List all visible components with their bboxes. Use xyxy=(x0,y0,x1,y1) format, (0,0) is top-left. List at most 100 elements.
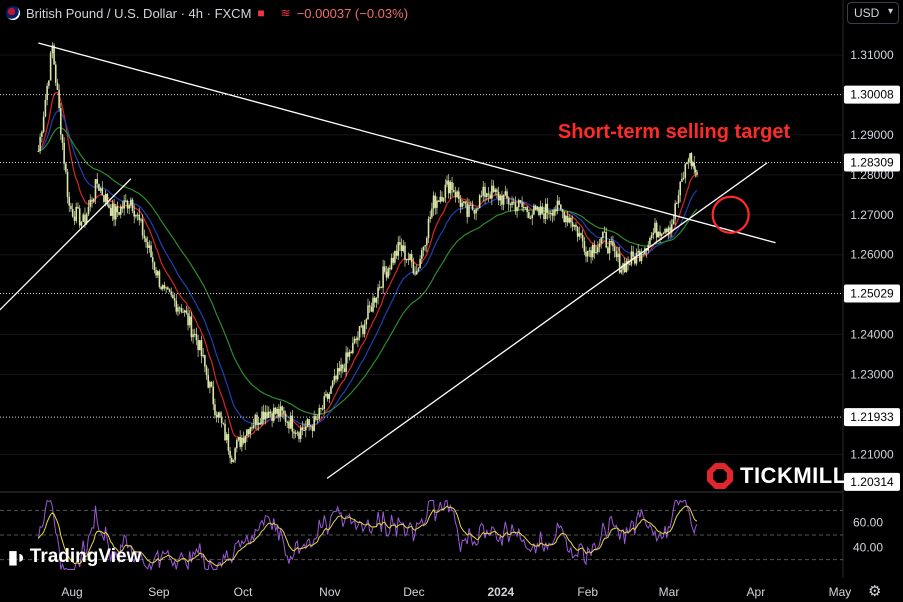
candle-body xyxy=(442,197,445,202)
candle-body xyxy=(343,368,346,372)
y-tick-label: 1.21000 xyxy=(850,447,894,461)
candle-body xyxy=(632,251,634,257)
candle-body xyxy=(362,325,364,334)
candle-body xyxy=(367,305,369,320)
candle-body xyxy=(399,242,401,245)
candle-body xyxy=(452,189,455,192)
candle-body xyxy=(251,427,253,429)
candle-body xyxy=(496,189,498,192)
price-tag-box xyxy=(844,408,900,427)
candle-body xyxy=(514,202,517,212)
candle-body xyxy=(377,287,379,298)
candle-body xyxy=(59,108,62,135)
candle-body xyxy=(121,206,124,209)
candle-body xyxy=(392,257,395,263)
symbol-title[interactable]: British Pound / U.S. Dollar · 4h · FXCM xyxy=(26,5,252,21)
settings-gear-icon[interactable]: ⚙ xyxy=(868,583,882,600)
candle-body xyxy=(160,286,162,290)
candle-body xyxy=(195,333,198,341)
tradingview-wordmark: TradingView xyxy=(29,546,142,567)
candle-body xyxy=(672,219,675,225)
candle-body xyxy=(148,245,151,248)
candle-body xyxy=(464,201,467,204)
annotation-label: Short-term selling target xyxy=(558,121,791,143)
candle-body xyxy=(177,307,179,312)
candle-body xyxy=(267,411,270,418)
candle-body xyxy=(380,286,383,288)
y-tick-label: 1.27000 xyxy=(850,208,894,222)
currency-selector[interactable]: USD xyxy=(847,2,899,24)
candle-body xyxy=(451,182,453,190)
candle-body xyxy=(554,209,557,211)
candle-body xyxy=(429,217,431,219)
candle-body xyxy=(541,206,544,214)
candle-body xyxy=(598,243,601,248)
candle-body xyxy=(617,253,619,258)
x-tick-label: Mar xyxy=(659,585,680,599)
candle-body xyxy=(692,162,694,166)
candle-body xyxy=(42,116,45,132)
candle-body xyxy=(576,227,579,237)
candle-body xyxy=(471,204,474,210)
y-tick-label: 1.23000 xyxy=(850,368,894,382)
candle-body xyxy=(141,219,144,236)
candle-body xyxy=(310,425,312,427)
candle-body xyxy=(426,237,428,246)
candle-body xyxy=(531,214,534,219)
candle-body xyxy=(108,204,110,208)
x-tick-label: 2024 xyxy=(487,585,514,599)
candle-body xyxy=(575,224,577,228)
candle-body xyxy=(382,266,384,288)
candle-body xyxy=(538,207,540,215)
candle-body xyxy=(299,427,302,439)
candle-body xyxy=(591,244,594,258)
candle-body xyxy=(66,171,69,197)
candle-body xyxy=(424,245,426,247)
candle-body xyxy=(271,413,273,421)
candle-body xyxy=(480,195,483,197)
candle-body xyxy=(414,273,416,275)
candle-body xyxy=(499,195,502,201)
candle-body xyxy=(405,259,408,261)
tickmill-wordmark: TICKMILL xyxy=(740,463,847,488)
candle-body xyxy=(269,411,272,414)
candle-body xyxy=(131,199,134,211)
candle-body xyxy=(563,212,565,223)
candle-body xyxy=(533,205,535,215)
candle-body xyxy=(602,231,604,239)
candle-body xyxy=(558,200,560,205)
candle-body xyxy=(539,206,542,215)
candle-body xyxy=(509,204,512,206)
x-tick-label: May xyxy=(829,585,852,599)
candle-body xyxy=(618,253,621,273)
candle-body xyxy=(352,342,354,353)
candle-body xyxy=(432,195,435,209)
candle-body xyxy=(507,198,510,205)
candle-body xyxy=(457,191,460,199)
candle-body xyxy=(634,256,636,264)
candle-body xyxy=(215,415,218,418)
candle-body xyxy=(660,233,663,236)
candle-body xyxy=(684,164,687,178)
candle-body xyxy=(237,437,240,441)
candle-body xyxy=(48,80,50,86)
x-tick-label: Oct xyxy=(234,585,253,599)
ema-slow-line xyxy=(38,126,698,416)
candle-body xyxy=(217,412,220,418)
candle-body xyxy=(96,179,99,184)
candle-body xyxy=(511,201,513,205)
candle-body xyxy=(289,415,292,429)
candle-body xyxy=(690,153,693,166)
market-closed-icon[interactable]: ■ xyxy=(257,6,265,20)
candle-body xyxy=(150,245,152,258)
candle-body xyxy=(446,180,448,185)
candle-body xyxy=(459,198,462,207)
candle-body xyxy=(544,203,547,220)
candle-body xyxy=(229,450,231,458)
candle-body xyxy=(454,191,457,198)
candle-body xyxy=(628,264,631,266)
candle-body xyxy=(553,209,555,216)
candle-body xyxy=(655,222,658,238)
candle-body xyxy=(75,206,78,221)
